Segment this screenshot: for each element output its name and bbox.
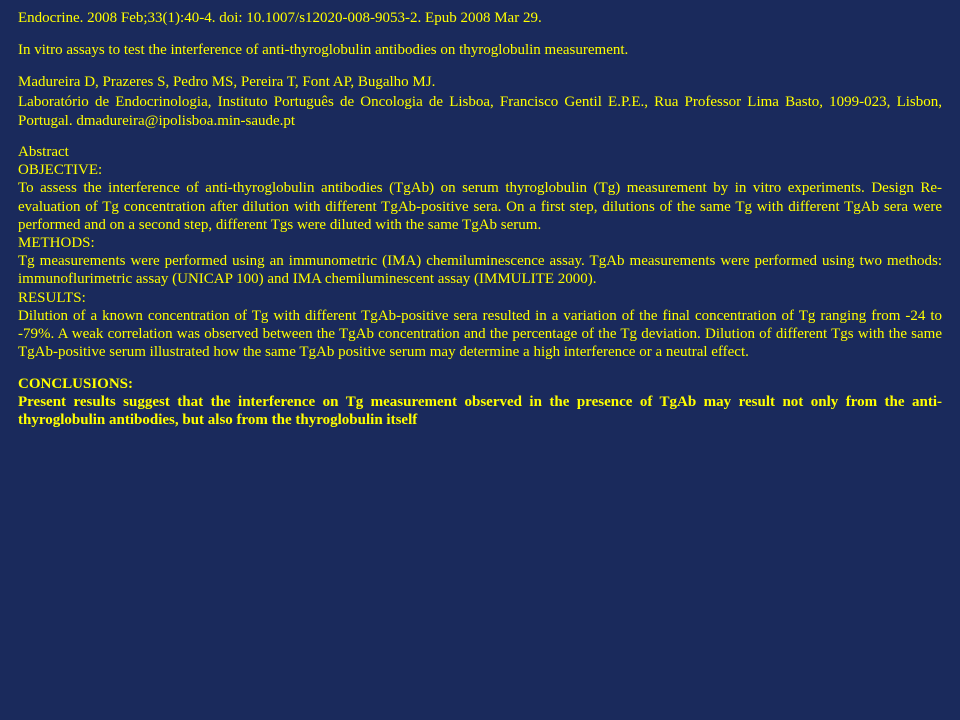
results-label: RESULTS: xyxy=(18,290,86,306)
conclusions-label: CONCLUSIONS: xyxy=(18,376,942,393)
author-affiliation: Laboratório de Endocrinologia, Instituto… xyxy=(18,93,942,131)
spacer xyxy=(18,362,942,376)
abstract-heading: Abstract xyxy=(18,144,942,161)
article-title: In vitro assays to test the interference… xyxy=(18,41,942,60)
abstract-page: Endocrine. 2008 Feb;33(1):40-4. doi: 10.… xyxy=(0,0,960,440)
conclusions-section: CONCLUSIONS: Present results suggest tha… xyxy=(18,376,942,431)
results-text: Dilution of a known concentration of Tg … xyxy=(18,307,942,362)
author-list: Madureira D, Prazeres S, Pedro MS, Perei… xyxy=(18,74,942,91)
results-section: RESULTS: Dilution of a known concentrati… xyxy=(18,289,942,362)
methods-section: METHODS: Tg measurements were performed … xyxy=(18,234,942,289)
methods-label: METHODS: xyxy=(18,235,95,251)
objective-text: To assess the interference of anti-thyro… xyxy=(18,179,942,234)
methods-text: Tg measurements were performed using an … xyxy=(18,252,942,289)
objective-section: OBJECTIVE: To assess the interference of… xyxy=(18,161,942,234)
objective-label: OBJECTIVE: xyxy=(18,162,102,178)
journal-citation: Endocrine. 2008 Feb;33(1):40-4. doi: 10.… xyxy=(18,10,942,27)
conclusions-text: Present results suggest that the interfe… xyxy=(18,393,942,431)
